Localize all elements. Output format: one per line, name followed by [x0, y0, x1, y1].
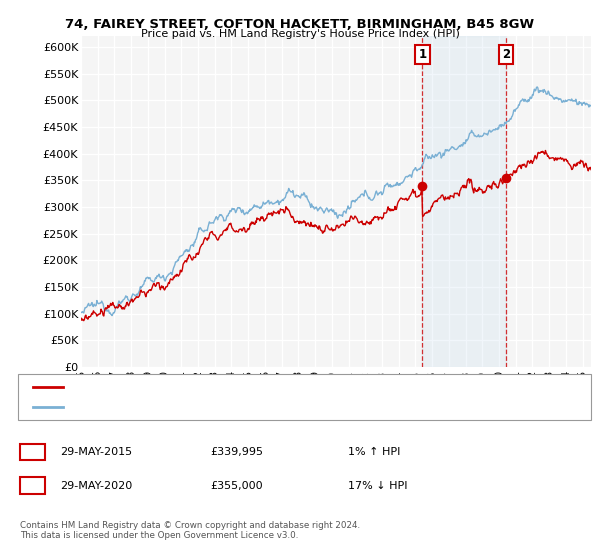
Text: £339,995: £339,995: [210, 447, 263, 457]
Text: 2: 2: [502, 48, 510, 61]
Text: Contains HM Land Registry data © Crown copyright and database right 2024.
This d: Contains HM Land Registry data © Crown c…: [20, 521, 360, 540]
Text: £355,000: £355,000: [210, 480, 263, 491]
Text: 17% ↓ HPI: 17% ↓ HPI: [348, 480, 407, 491]
Text: 1% ↑ HPI: 1% ↑ HPI: [348, 447, 400, 457]
Bar: [422, 36, 506, 367]
Text: 29-MAY-2015: 29-MAY-2015: [60, 447, 132, 457]
Text: 1: 1: [28, 445, 37, 459]
Text: 74, FAIREY STREET, COFTON HACKETT, BIRMINGHAM, B45 8GW: 74, FAIREY STREET, COFTON HACKETT, BIRMI…: [65, 18, 535, 31]
Text: 1: 1: [418, 48, 427, 61]
Text: 2: 2: [28, 479, 37, 492]
Text: HPI: Average price, detached house, Bromsgrove: HPI: Average price, detached house, Brom…: [69, 402, 308, 412]
Text: 29-MAY-2020: 29-MAY-2020: [60, 480, 132, 491]
Text: Price paid vs. HM Land Registry's House Price Index (HPI): Price paid vs. HM Land Registry's House …: [140, 29, 460, 39]
Text: 74, FAIREY STREET, COFTON HACKETT, BIRMINGHAM, B45 8GW (detached house): 74, FAIREY STREET, COFTON HACKETT, BIRMI…: [69, 382, 468, 392]
